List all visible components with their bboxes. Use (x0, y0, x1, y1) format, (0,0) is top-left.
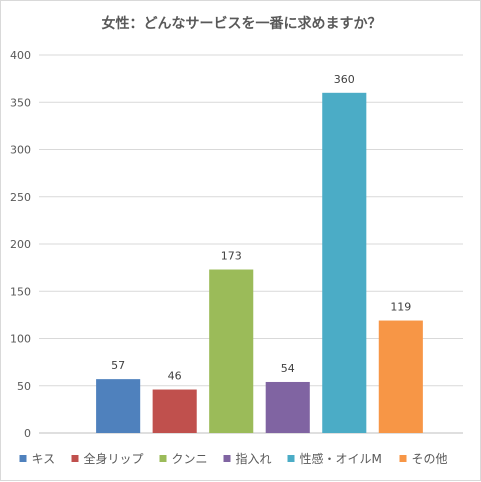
legend-swatch (19, 455, 27, 462)
data-label: 57 (111, 359, 125, 372)
legend-label: 性感・オイルM (300, 451, 382, 466)
bar-6 (378, 320, 423, 433)
legend-label: クンニ (172, 452, 208, 466)
data-label: 360 (334, 73, 355, 86)
y-tick-label: 100 (10, 333, 31, 346)
data-label: 46 (168, 370, 182, 383)
legend-swatch (159, 455, 167, 462)
bar-1 (96, 379, 141, 433)
data-label: 54 (281, 362, 295, 375)
legend-label: その他 (412, 452, 448, 466)
bar-5 (322, 92, 367, 434)
y-tick-label: 0 (24, 427, 31, 440)
legend-label: 指入れ (236, 451, 272, 466)
y-tick-label: 300 (10, 144, 31, 157)
y-tick-label: 200 (10, 238, 31, 251)
y-tick-label: 150 (10, 285, 31, 298)
legend-label: 全身リップ (84, 451, 144, 466)
bar-3 (209, 269, 254, 433)
bar-4 (265, 381, 310, 433)
legend-swatch (287, 455, 295, 462)
y-tick-label: 250 (10, 191, 31, 204)
legend-swatch (223, 455, 231, 462)
chart-title: 女性：どんなサービスを一番に求めますか？ (101, 16, 382, 32)
legend-swatch (71, 455, 79, 462)
legend-swatch (399, 455, 407, 462)
y-tick-label: 50 (17, 380, 31, 393)
legend-label: キス (32, 452, 56, 466)
data-label: 173 (221, 250, 242, 263)
data-label: 119 (390, 301, 411, 314)
bar-2 (152, 389, 197, 433)
y-tick-label: 350 (10, 96, 31, 109)
y-tick-label: 400 (10, 49, 31, 62)
